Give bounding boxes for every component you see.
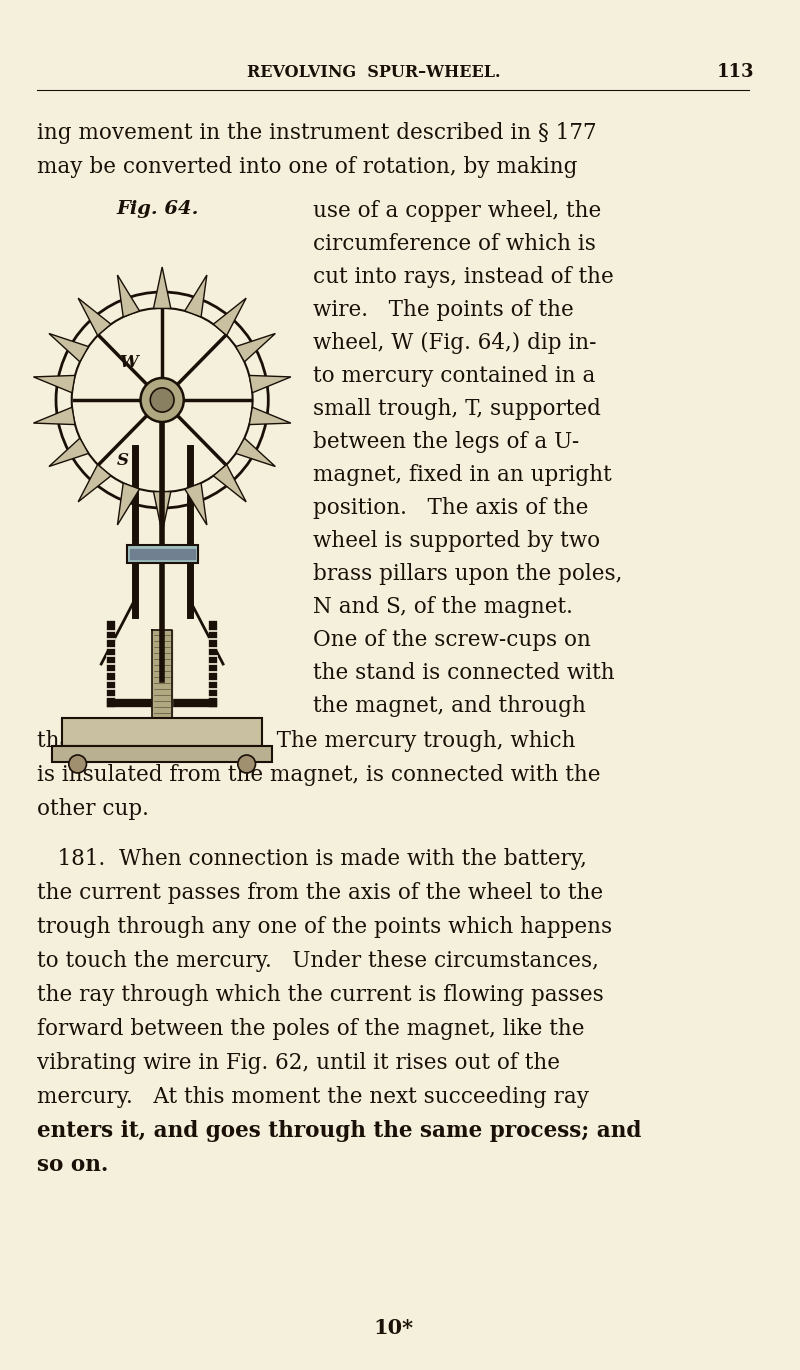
- Text: circumference of which is: circumference of which is: [313, 233, 595, 255]
- Polygon shape: [236, 438, 275, 467]
- Text: other cup.: other cup.: [38, 797, 150, 821]
- Text: brass pillars upon the poles,: brass pillars upon the poles,: [313, 563, 622, 585]
- Text: between the legs of a U-: between the legs of a U-: [313, 432, 578, 453]
- Polygon shape: [214, 464, 246, 501]
- Text: 181.  When connection is made with the battery,: 181. When connection is made with the ba…: [38, 848, 587, 870]
- Polygon shape: [118, 275, 139, 316]
- Text: mercury.   At this moment the next succeeding ray: mercury. At this moment the next succeed…: [38, 1086, 590, 1108]
- FancyBboxPatch shape: [62, 718, 262, 747]
- Text: REVOLVING  SPUR–WHEEL.: REVOLVING SPUR–WHEEL.: [246, 63, 500, 81]
- Polygon shape: [34, 375, 75, 393]
- Text: to touch the mercury.   Under these circumstances,: to touch the mercury. Under these circum…: [38, 949, 599, 971]
- Text: may be converted into one of rotation, by making: may be converted into one of rotation, b…: [38, 156, 578, 178]
- Text: trough through any one of the points which happens: trough through any one of the points whi…: [38, 917, 613, 938]
- Circle shape: [238, 755, 255, 773]
- Polygon shape: [214, 299, 246, 336]
- Text: ing movement in the instrument described in § 177: ing movement in the instrument described…: [38, 122, 597, 144]
- Text: enters it, and goes through the same process; and: enters it, and goes through the same pro…: [38, 1121, 642, 1143]
- Text: 113: 113: [716, 63, 754, 81]
- Text: the stand is connected with: the stand is connected with: [313, 662, 614, 684]
- Text: the magnet, and through: the magnet, and through: [313, 695, 586, 717]
- Text: wire.   The points of the: wire. The points of the: [313, 299, 574, 321]
- Circle shape: [69, 755, 86, 773]
- Polygon shape: [250, 375, 291, 393]
- Text: forward between the poles of the magnet, like the: forward between the poles of the magnet,…: [38, 1018, 585, 1040]
- Text: small trough, T, supported: small trough, T, supported: [313, 399, 600, 421]
- Polygon shape: [49, 333, 89, 362]
- Polygon shape: [78, 299, 111, 336]
- Text: Fig. 64.: Fig. 64.: [116, 200, 198, 218]
- Polygon shape: [185, 275, 207, 316]
- FancyBboxPatch shape: [52, 747, 272, 762]
- Polygon shape: [34, 407, 75, 425]
- Text: so on.: so on.: [38, 1154, 109, 1175]
- Text: the ray through which the current is flowing passes: the ray through which the current is flo…: [38, 984, 604, 1006]
- Text: use of a copper wheel, the: use of a copper wheel, the: [313, 200, 601, 222]
- Text: position.   The axis of the: position. The axis of the: [313, 497, 588, 519]
- Text: wheel, W (Fig. 64,) dip in-: wheel, W (Fig. 64,) dip in-: [313, 332, 596, 353]
- Text: that with the wheel.   The mercury trough, which: that with the wheel. The mercury trough,…: [38, 730, 576, 752]
- Text: S: S: [117, 452, 129, 469]
- Polygon shape: [78, 464, 111, 501]
- Text: wheel is supported by two: wheel is supported by two: [313, 530, 600, 552]
- Polygon shape: [185, 484, 207, 525]
- Polygon shape: [154, 492, 171, 533]
- Circle shape: [141, 378, 184, 422]
- Text: vibrating wire in Fig. 62, until it rises out of the: vibrating wire in Fig. 62, until it rise…: [38, 1052, 560, 1074]
- Text: cut into rays, instead of the: cut into rays, instead of the: [313, 266, 614, 288]
- Text: W: W: [119, 353, 138, 370]
- Polygon shape: [250, 407, 291, 425]
- Polygon shape: [154, 267, 171, 308]
- Polygon shape: [236, 333, 275, 362]
- Polygon shape: [49, 438, 89, 467]
- Text: magnet, fixed in an upright: magnet, fixed in an upright: [313, 464, 611, 486]
- Text: One of the screw-cups on: One of the screw-cups on: [313, 629, 590, 651]
- Text: the current passes from the axis of the wheel to the: the current passes from the axis of the …: [38, 882, 603, 904]
- Circle shape: [150, 388, 174, 412]
- Text: to mercury contained in a: to mercury contained in a: [313, 364, 595, 386]
- Text: 10*: 10*: [373, 1318, 413, 1338]
- Text: N and S, of the magnet.: N and S, of the magnet.: [313, 596, 572, 618]
- Text: is insulated from the magnet, is connected with the: is insulated from the magnet, is connect…: [38, 764, 601, 786]
- FancyBboxPatch shape: [126, 545, 198, 563]
- Polygon shape: [118, 484, 139, 525]
